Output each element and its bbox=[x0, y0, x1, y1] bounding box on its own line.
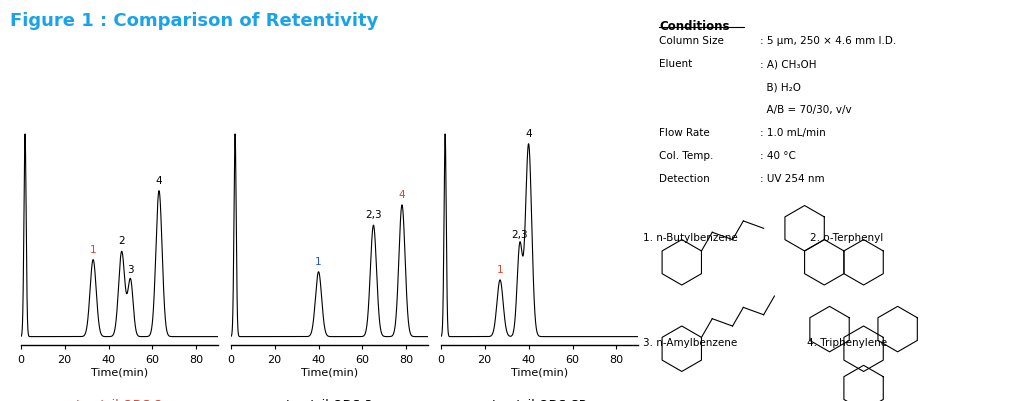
Text: Conditions: Conditions bbox=[659, 20, 729, 33]
Text: 2: 2 bbox=[119, 236, 125, 246]
Text: 2. o-Terphenyl: 2. o-Terphenyl bbox=[811, 233, 883, 243]
Text: : 40 °C: : 40 °C bbox=[760, 150, 796, 160]
Text: : A) CH₃OH: : A) CH₃OH bbox=[760, 59, 817, 69]
X-axis label: Time(min): Time(min) bbox=[91, 367, 148, 377]
Text: Inertsil ODS-2: Inertsil ODS-2 bbox=[76, 398, 163, 401]
Text: 4. Triphenylene: 4. Triphenylene bbox=[807, 337, 887, 347]
Text: Eluent: Eluent bbox=[659, 59, 692, 69]
Text: 1: 1 bbox=[90, 244, 96, 254]
Text: Detection: Detection bbox=[659, 173, 710, 183]
Text: : UV 254 nm: : UV 254 nm bbox=[760, 173, 825, 183]
Text: Col. Temp.: Col. Temp. bbox=[659, 150, 714, 160]
Text: 4: 4 bbox=[156, 175, 162, 185]
Text: A/B = 70/30, v/v: A/B = 70/30, v/v bbox=[760, 105, 852, 115]
Text: 4: 4 bbox=[399, 189, 405, 199]
Text: 1. n-Butylbenzene: 1. n-Butylbenzene bbox=[643, 233, 738, 243]
Text: 1: 1 bbox=[315, 256, 322, 266]
Text: 2,3: 2,3 bbox=[511, 230, 528, 240]
Text: 4: 4 bbox=[525, 129, 532, 139]
X-axis label: Time(min): Time(min) bbox=[511, 367, 568, 377]
Text: : 5 μm, 250 × 4.6 mm I.D.: : 5 μm, 250 × 4.6 mm I.D. bbox=[760, 36, 897, 46]
Text: : 1.0 mL/min: : 1.0 mL/min bbox=[760, 128, 826, 138]
X-axis label: Time(min): Time(min) bbox=[301, 367, 358, 377]
Text: B) H₂O: B) H₂O bbox=[760, 82, 802, 92]
Text: Figure 1 : Comparison of Retentivity: Figure 1 : Comparison of Retentivity bbox=[10, 12, 379, 30]
Text: 3: 3 bbox=[127, 264, 134, 274]
Text: 3. n-Amylbenzene: 3. n-Amylbenzene bbox=[643, 337, 738, 347]
Text: Column Size: Column Size bbox=[659, 36, 724, 46]
Text: 1: 1 bbox=[497, 264, 503, 274]
Text: Flow Rate: Flow Rate bbox=[659, 128, 710, 138]
Text: Inertsil ODS-3: Inertsil ODS-3 bbox=[286, 398, 373, 401]
Text: Inertsil ODS-SP: Inertsil ODS-SP bbox=[493, 398, 587, 401]
Text: 2,3: 2,3 bbox=[365, 210, 382, 219]
